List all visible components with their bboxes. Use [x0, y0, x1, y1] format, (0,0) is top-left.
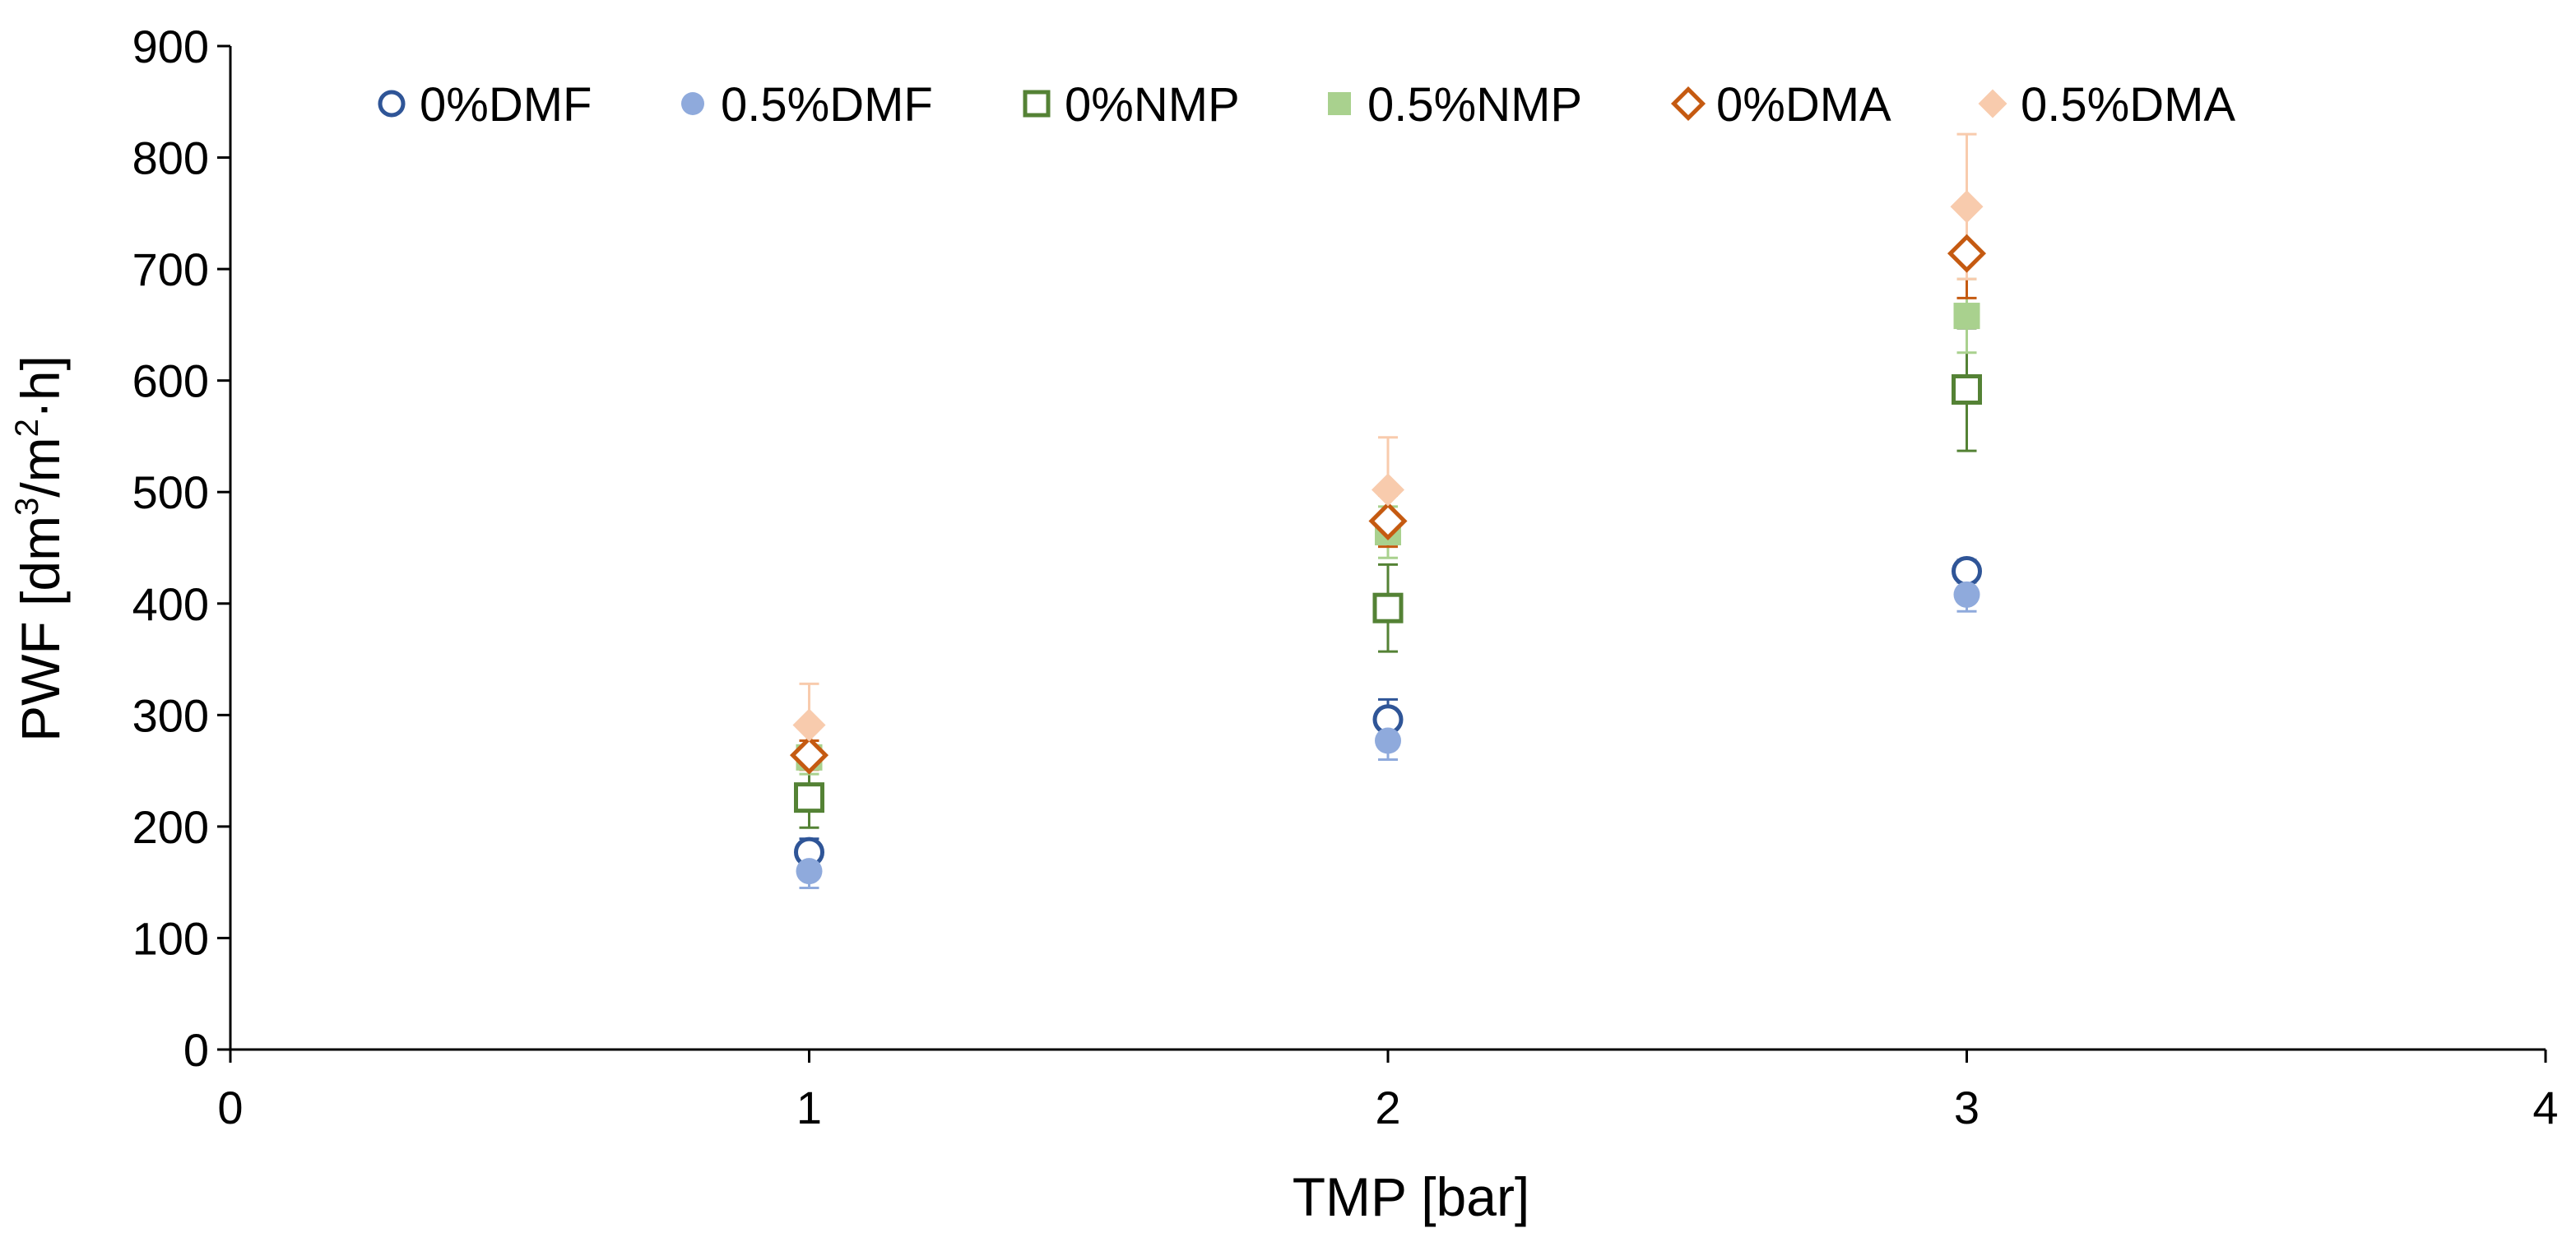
legend-marker-0-5-dma	[1978, 89, 2007, 118]
legend-item-0-nmp: 0%NMP	[1023, 78, 1240, 132]
data-point-0-5-dma	[1372, 473, 1404, 507]
y-tick-label: 500	[132, 466, 209, 518]
data-point-0-nmp	[1372, 592, 1404, 623]
y-tick-label: 300	[132, 689, 209, 741]
data-point-0-5-dmf	[1953, 581, 1980, 608]
data-point-0-5-dma	[1950, 190, 1984, 224]
data-point-0-dma	[1947, 234, 1987, 273]
legend-marker-0-dma	[1670, 86, 1706, 122]
legend-item-0-5-dma: 0.5%DMA	[1978, 78, 2235, 132]
legend-label: 0.5%NMP	[1367, 78, 1582, 132]
y-tick-label: 200	[132, 801, 209, 853]
data-markers	[789, 190, 1987, 885]
x-tick-label: 1	[796, 1082, 822, 1133]
legend-marker-0-5-nmp	[1328, 92, 1351, 115]
legend-label: 0.5%DMF	[721, 78, 933, 132]
data-point-0-dma	[1368, 501, 1408, 541]
legend-item-0-dma: 0%DMA	[1670, 78, 1891, 132]
legend-label: 0%DMA	[1716, 78, 1891, 132]
legend-label: 0%DMF	[420, 78, 592, 132]
legend-marker-0-nmp	[1023, 90, 1051, 118]
x-tick-label: 2	[1375, 1082, 1400, 1133]
legend-label: 0.5%DMA	[2021, 78, 2235, 132]
data-point-0-nmp	[794, 782, 824, 813]
data-point-0-5-nmp	[1953, 303, 1980, 330]
x-tick-label: 4	[2532, 1082, 2558, 1133]
legend-item-0-dmf: 0%DMF	[378, 78, 592, 132]
data-point-0-nmp	[1952, 374, 1982, 406]
legend-item-0-5-nmp: 0.5%NMP	[1328, 78, 1582, 132]
data-point-0-5-dma	[792, 708, 826, 742]
y-tick-label: 900	[132, 21, 209, 72]
y-axis-title: PWF [dm3/m2·h]	[9, 355, 71, 742]
legend: 0%DMF 0.5%DMF 0%NMP 0.5%NMP 0%DMA 0.5%DMA	[378, 78, 2235, 132]
x-axis-ticks: 0 1 2 3 4	[217, 1050, 2559, 1133]
y-tick-label: 600	[132, 355, 209, 407]
x-tick-label: 3	[1954, 1082, 1980, 1133]
data-point-0-5-dmf	[796, 858, 823, 885]
legend-marker-0-5-dmf	[681, 92, 704, 115]
y-tick-label: 700	[132, 243, 209, 295]
y-axis-ticks: 0 100 200 300 400 500 600 700 800 900	[132, 21, 230, 1076]
y-tick-label: 100	[132, 912, 209, 964]
legend-item-0-5-dmf: 0.5%DMF	[681, 78, 933, 132]
legend-marker-0-dmf	[378, 90, 406, 118]
y-tick-label: 800	[132, 132, 209, 184]
data-point-0-dmf	[1952, 555, 1982, 586]
data-point-0-5-dmf	[1375, 727, 1401, 754]
x-tick-label: 0	[217, 1082, 243, 1133]
y-tick-label: 0	[183, 1024, 209, 1076]
x-axis-title: TMP [bar]	[1293, 1166, 1530, 1227]
y-tick-label: 400	[132, 578, 209, 630]
legend-label: 0%NMP	[1065, 78, 1240, 132]
data-point-0-dma	[789, 735, 829, 775]
